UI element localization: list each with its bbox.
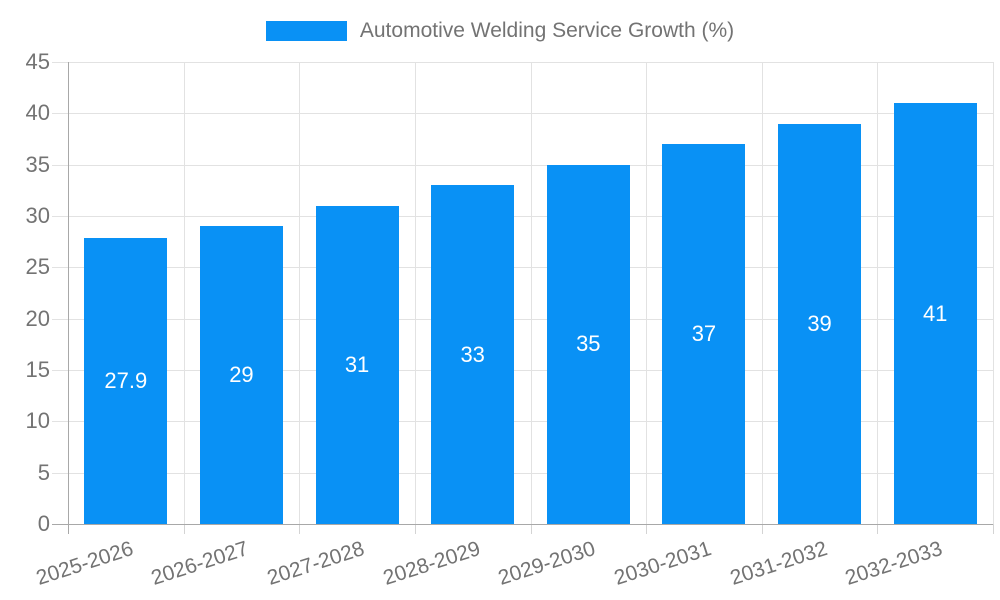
gridline-vertical xyxy=(183,62,185,524)
gridline-horizontal xyxy=(52,472,993,474)
x-axis-tick xyxy=(993,524,994,534)
y-axis-line xyxy=(68,62,69,534)
x-axis-tick xyxy=(761,524,763,534)
x-axis-tick xyxy=(414,524,416,534)
y-axis-tick-label: 20 xyxy=(25,305,50,331)
gridline-horizontal xyxy=(52,164,993,166)
gridline-vertical xyxy=(530,62,532,524)
x-axis-line xyxy=(52,524,993,525)
bar-value-label: 39 xyxy=(807,310,832,336)
x-axis-category-label: 2025-2026 xyxy=(33,537,136,590)
x-axis-category-label: 2030-2031 xyxy=(611,537,715,590)
y-axis-tick-label: 45 xyxy=(25,49,50,74)
gridline-horizontal xyxy=(52,62,993,63)
y-axis-tick-label: 35 xyxy=(25,151,50,177)
bar-value-label: 29 xyxy=(229,362,254,388)
x-axis-category-label: 2028-2029 xyxy=(380,537,483,590)
gridline-horizontal xyxy=(52,216,993,217)
bar-value-label: 31 xyxy=(344,351,370,377)
x-axis-category-label: 2026-2027 xyxy=(148,537,252,590)
bar xyxy=(199,226,283,524)
x-axis-tick xyxy=(183,524,185,534)
gridline-horizontal xyxy=(52,421,993,423)
gridline-vertical xyxy=(414,62,416,524)
y-axis-tick-label: 15 xyxy=(25,357,50,382)
bar xyxy=(893,103,977,524)
x-axis-tick xyxy=(646,524,648,534)
bar xyxy=(315,205,399,524)
bar xyxy=(431,185,515,524)
bar xyxy=(546,164,630,524)
bar-value-label: 27.9 xyxy=(104,367,148,393)
gridline-horizontal xyxy=(52,113,993,115)
gridline-vertical xyxy=(299,62,301,524)
x-axis-category-label: 2029-2030 xyxy=(495,537,599,590)
gridline-horizontal xyxy=(52,370,993,371)
y-axis-tick-label: 10 xyxy=(25,408,50,434)
gridline-horizontal xyxy=(52,318,993,320)
legend-label: Automotive Welding Service Growth (%) xyxy=(359,19,735,42)
bar xyxy=(84,237,168,524)
bar-value-label: 35 xyxy=(576,331,601,357)
x-axis-category-label: 2027-2028 xyxy=(264,537,368,590)
y-axis-tick-label: 25 xyxy=(25,254,50,280)
bar xyxy=(662,144,746,524)
x-axis-category-label: 2032-2033 xyxy=(842,537,946,590)
x-axis-category-label: 2031-2032 xyxy=(727,537,830,590)
gridline-vertical xyxy=(646,62,648,524)
x-axis-tick xyxy=(530,524,532,534)
legend: Automotive Welding Service Growth (%) xyxy=(0,18,1000,44)
y-axis-tick-label: 40 xyxy=(25,100,50,126)
y-axis-tick-label: 30 xyxy=(25,203,50,228)
legend-swatch xyxy=(265,21,347,41)
bar-value-label: 33 xyxy=(460,341,485,367)
x-axis-tick xyxy=(877,524,879,534)
x-axis-tick xyxy=(299,524,301,534)
bar-value-label: 41 xyxy=(922,300,948,326)
y-axis-tick-label: 5 xyxy=(37,459,50,485)
y-axis-tick-label: 0 xyxy=(37,511,50,536)
gridline-vertical xyxy=(877,62,879,524)
gridline-horizontal xyxy=(52,267,993,269)
gridline-vertical xyxy=(993,62,994,524)
bar-value-label: 37 xyxy=(691,321,717,347)
bar xyxy=(778,123,862,524)
gridline-vertical xyxy=(761,62,763,524)
